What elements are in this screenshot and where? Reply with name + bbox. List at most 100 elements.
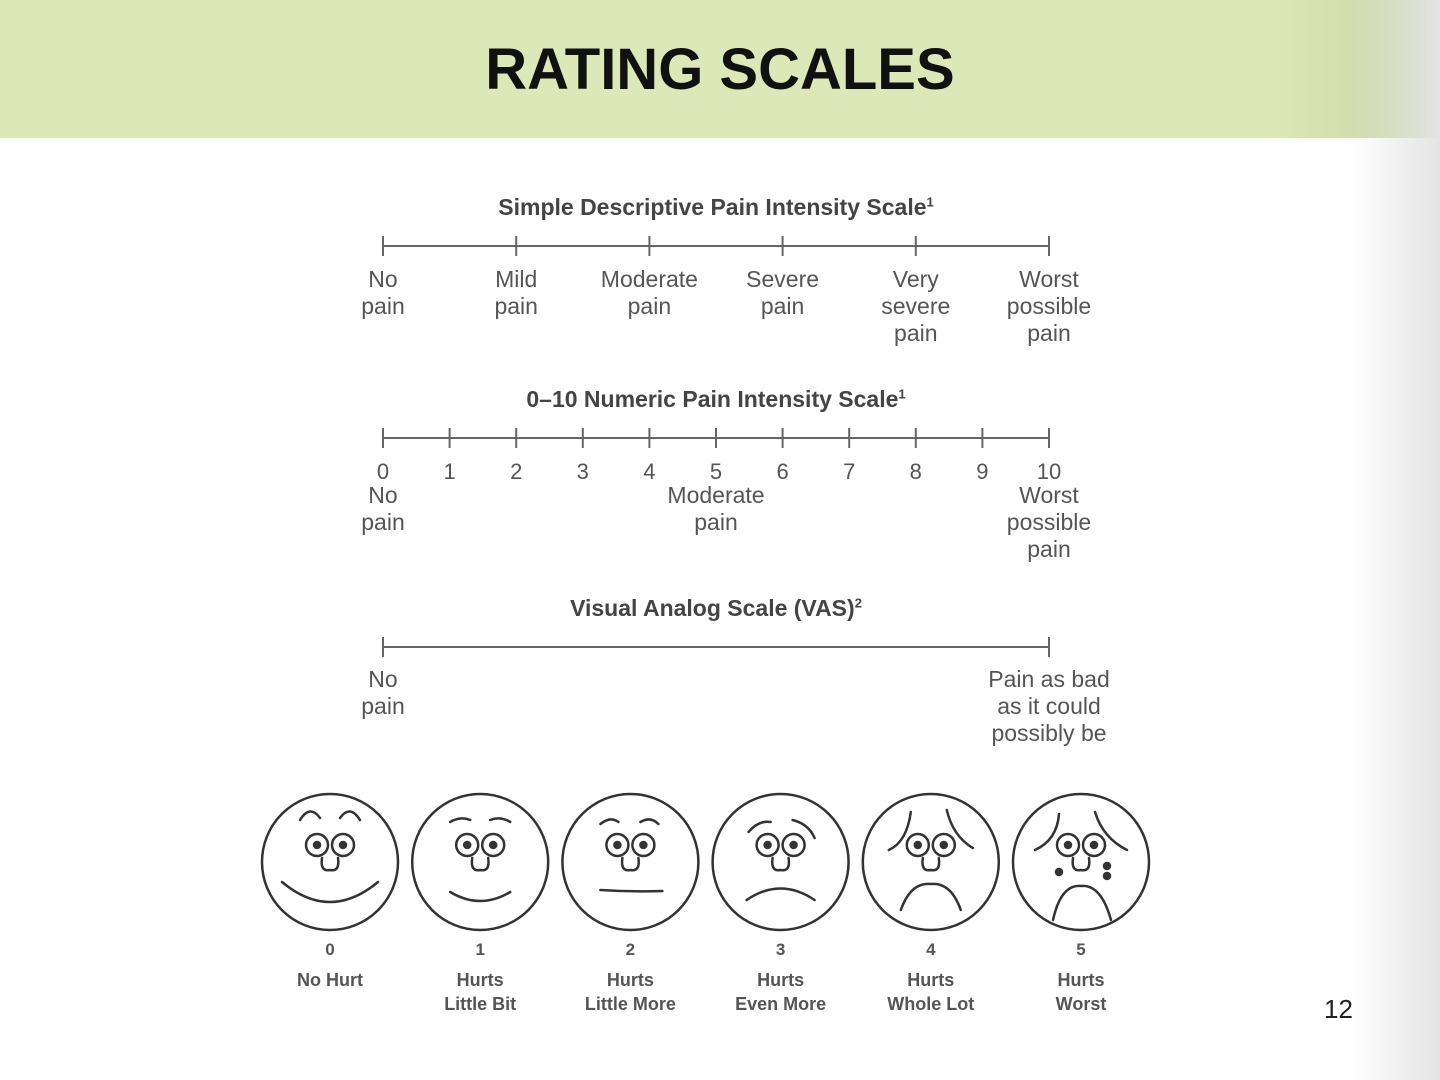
pain-face-5 xyxy=(1011,792,1151,932)
face-number: 0 xyxy=(325,940,335,959)
face-pupil xyxy=(639,840,648,850)
numeric-title-text: 0–10 Numeric Pain Intensity Scale xyxy=(526,386,899,412)
numeric-tick-label: 10 xyxy=(1036,459,1062,484)
vas-anchor-right: Pain as bad as it could possibly be xyxy=(988,666,1110,746)
numeric-tick-label: 4 xyxy=(643,459,656,484)
face-number: 5 xyxy=(1076,940,1086,959)
face-brow xyxy=(639,818,660,826)
face-eye xyxy=(1055,832,1081,858)
pain-face-0 xyxy=(260,792,400,932)
pain-face-2 xyxy=(561,792,700,932)
face-mouth xyxy=(448,890,512,903)
page-number: 12 xyxy=(1324,994,1353,1024)
face-nose xyxy=(620,856,640,872)
face-pupil xyxy=(1063,840,1073,850)
numeric-tick-label: 8 xyxy=(909,459,922,484)
descriptive-label: Worst possible pain xyxy=(1006,266,1092,346)
slide-title: RATING SCALES xyxy=(485,37,955,102)
numeric-anchor-left: No pain xyxy=(361,482,405,535)
face-eye xyxy=(781,832,806,858)
face-outline xyxy=(561,792,700,932)
vas-anchor-left: No pain xyxy=(361,666,405,719)
numeric-anchor-mid: Moderate pain xyxy=(667,482,765,535)
face-pupil xyxy=(338,840,348,850)
face-pupil xyxy=(462,840,472,850)
face-eye xyxy=(304,832,330,858)
numeric-tick-label: 9 xyxy=(976,459,989,484)
face-eye xyxy=(330,832,356,858)
descriptive-label: Severe pain xyxy=(746,266,820,319)
face-pupil xyxy=(939,840,949,850)
face-label: Hurts Little Bit xyxy=(444,970,517,1014)
face-tear xyxy=(1102,861,1112,871)
pain-face-4 xyxy=(861,792,1001,932)
numeric-tick-label: 6 xyxy=(776,459,789,484)
numeric-tick-label: 5 xyxy=(709,459,723,484)
numeric-tick-label: 2 xyxy=(510,459,523,484)
face-eye xyxy=(480,832,506,858)
numeric-scale-title: 0–10 Numeric Pain Intensity Scale1 xyxy=(383,386,1049,413)
face-pupil xyxy=(613,840,622,850)
face-nose xyxy=(320,856,340,872)
face-nose xyxy=(470,856,490,872)
face-brow xyxy=(298,810,322,822)
page-edge-shadow xyxy=(1350,0,1440,1080)
descriptive-scale-title: Simple Descriptive Pain Intensity Scale1 xyxy=(383,194,1049,221)
numeric-anchor-right: Worst possible pain xyxy=(1006,482,1092,562)
face-nose xyxy=(771,856,791,872)
face-mouth xyxy=(280,880,380,904)
face-brow xyxy=(488,817,512,824)
slide-header xyxy=(0,0,1440,138)
descriptive-label: Very severe pain xyxy=(881,266,951,346)
face-eye xyxy=(755,832,780,858)
face-number: 1 xyxy=(475,940,485,959)
face-brow xyxy=(747,820,772,834)
face-label: Hurts Little More xyxy=(584,970,676,1014)
numeric-tick-label: 0 xyxy=(376,459,390,484)
face-outline xyxy=(260,792,400,932)
descriptive-label: Mild pain xyxy=(494,266,538,319)
face-mouth xyxy=(599,888,664,893)
face-tear xyxy=(1054,867,1064,877)
face-eye xyxy=(631,832,656,858)
footnote-ref: 1 xyxy=(898,386,906,402)
face-label: Hurts Worst xyxy=(1055,970,1107,1014)
numeric-tick-label: 3 xyxy=(576,459,589,484)
face-pupil xyxy=(789,840,798,850)
face-pupil xyxy=(1089,840,1099,850)
face-nose xyxy=(1071,856,1091,872)
face-pupil xyxy=(488,840,498,850)
vas-scale-title: Visual Analog Scale (VAS)2 xyxy=(383,595,1049,622)
pain-face-1 xyxy=(410,792,550,932)
vas-title-text: Visual Analog Scale (VAS) xyxy=(570,595,855,621)
face-label: Hurts Whole Lot xyxy=(887,970,975,1014)
face-eye xyxy=(605,832,630,858)
face-eye xyxy=(1081,832,1107,858)
face-outline xyxy=(711,792,850,932)
footnote-ref: 1 xyxy=(926,194,934,210)
face-number: 2 xyxy=(625,940,636,959)
numeric-tick-label: 7 xyxy=(843,459,856,484)
footnote-ref: 2 xyxy=(854,595,862,611)
descriptive-label: No pain xyxy=(361,266,405,319)
face-mouth xyxy=(745,887,816,902)
face-brow xyxy=(448,817,472,824)
face-brow xyxy=(338,810,362,822)
face-label: No Hurt xyxy=(297,970,363,990)
numeric-tick-label: 1 xyxy=(443,459,456,484)
face-brow xyxy=(887,810,913,852)
face-tear xyxy=(1102,871,1112,881)
face-brow xyxy=(599,818,620,826)
face-number: 3 xyxy=(775,940,786,959)
face-brow xyxy=(1093,810,1129,852)
face-mouth xyxy=(1051,884,1113,922)
face-label: Hurts Even More xyxy=(735,970,827,1014)
face-pupil xyxy=(763,840,772,850)
face-number: 4 xyxy=(926,940,936,959)
face-outline xyxy=(1011,792,1151,932)
face-pupil xyxy=(312,840,322,850)
pain-face-3 xyxy=(711,792,850,932)
face-eye xyxy=(905,832,931,858)
face-nose xyxy=(921,856,941,872)
